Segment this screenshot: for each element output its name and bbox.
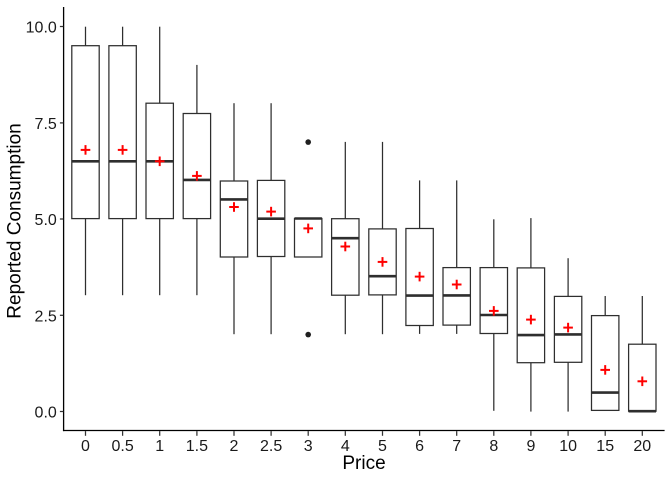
svg-text:3: 3: [304, 438, 313, 455]
svg-text:2: 2: [230, 438, 239, 455]
svg-text:8: 8: [489, 438, 498, 455]
svg-text:4: 4: [341, 438, 350, 455]
svg-text:6: 6: [415, 438, 424, 455]
svg-text:15: 15: [596, 438, 614, 455]
svg-text:Price: Price: [342, 453, 385, 474]
svg-text:10: 10: [559, 438, 577, 455]
svg-text:2.5: 2.5: [260, 438, 282, 455]
svg-text:20: 20: [633, 438, 651, 455]
svg-text:5.0: 5.0: [35, 212, 57, 229]
svg-text:0: 0: [81, 438, 90, 455]
svg-text:Reported Consumption: Reported Consumption: [5, 123, 26, 318]
svg-text:9: 9: [526, 438, 535, 455]
svg-text:5: 5: [378, 438, 387, 455]
svg-text:0.5: 0.5: [111, 438, 133, 455]
svg-text:1: 1: [155, 438, 164, 455]
svg-text:10.0: 10.0: [26, 20, 57, 37]
svg-text:2.5: 2.5: [35, 308, 57, 325]
svg-text:0.0: 0.0: [35, 405, 57, 422]
svg-text:1.5: 1.5: [186, 438, 208, 455]
svg-text:7: 7: [452, 438, 461, 455]
svg-text:7.5: 7.5: [35, 116, 57, 133]
